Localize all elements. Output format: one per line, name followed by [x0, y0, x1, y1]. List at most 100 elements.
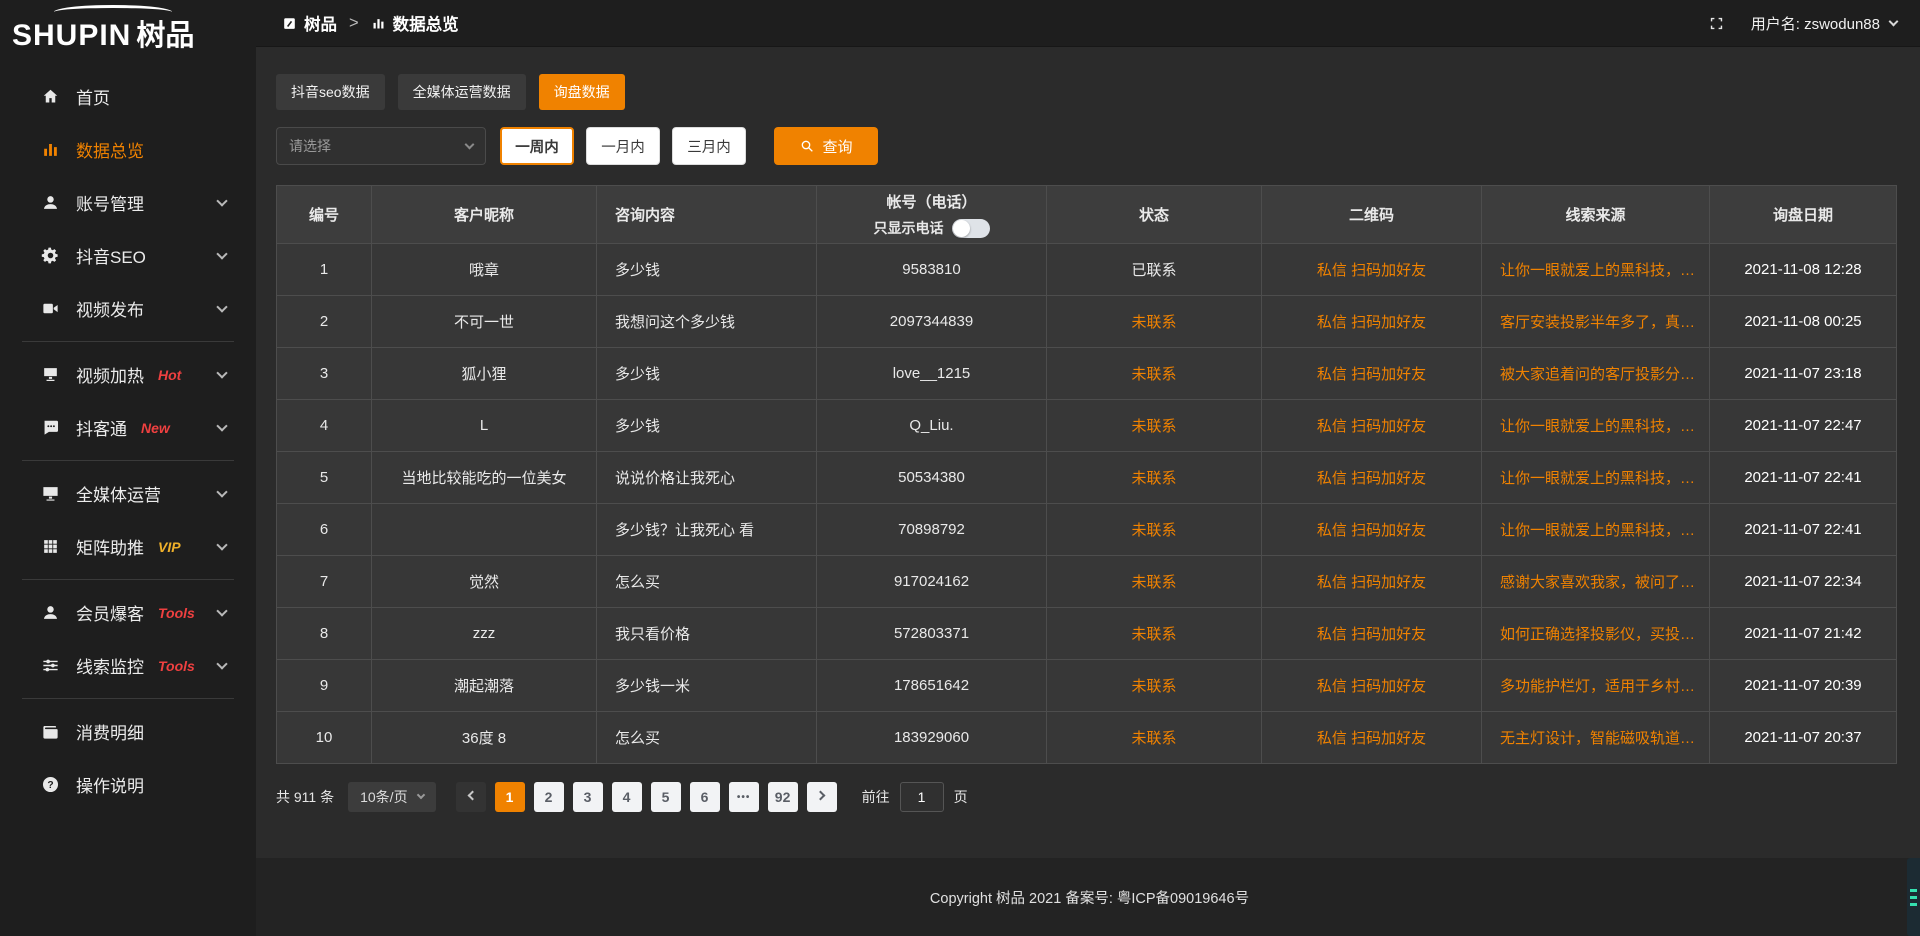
user-area: 用户名: zswodun88 [1708, 13, 1899, 34]
sidebar-item-omnimedia[interactable]: 全媒体运营 [0, 467, 256, 520]
lead-source-link[interactable]: 让你一眼就爱上的黑科技，能... [1481, 451, 1710, 504]
period-week-button[interactable]: 一周内 [500, 127, 574, 165]
qrcode-links[interactable]: 私信 扫码加好友 [1261, 243, 1482, 296]
sidebar-item-matrix-boost[interactable]: 矩阵助推 VIP [0, 520, 256, 573]
cell-nickname: zzz [371, 607, 597, 660]
col-header-account: 帐号（电话） 只显示电话 [816, 185, 1047, 244]
qrcode-links[interactable]: 私信 扫码加好友 [1261, 607, 1482, 660]
lead-source-link[interactable]: 让你一眼就爱上的黑科技，能... [1481, 503, 1710, 556]
sidebar-item-member-customers[interactable]: 会员爆客 Tools [0, 586, 256, 639]
sidebar-item-label: 操作说明 [76, 777, 144, 796]
lead-source-link[interactable]: 被大家追着问的客厅投影分享... [1481, 347, 1710, 400]
qrcode-links[interactable]: 私信 扫码加好友 [1261, 555, 1482, 608]
vip-badge: VIP [158, 538, 181, 555]
tab-omnimedia-data[interactable]: 全媒体运营数据 [397, 74, 526, 110]
col-header-nickname: 客户昵称 [371, 185, 597, 244]
filter-select[interactable]: 请选择 [276, 127, 486, 165]
page-ellipsis-button[interactable]: ••• [728, 782, 759, 812]
page-footer: Copyright 树品 2021 备案号: 粤ICP备09019646号 [256, 858, 1920, 936]
goto-page-input[interactable] [899, 782, 944, 812]
sidebar-item-label: 全媒体运营 [76, 486, 161, 505]
qrcode-links[interactable]: 私信 扫码加好友 [1261, 451, 1482, 504]
lead-source-link[interactable]: 无主灯设计，智能磁吸轨道灯... [1481, 711, 1710, 764]
cell-content: 怎么买 [596, 555, 817, 608]
breadcrumb-root[interactable]: 树品 [304, 16, 337, 34]
filter-bar: 请选择 一周内 一月内 三月内 查询 [276, 127, 1897, 165]
search-button[interactable]: 查询 [774, 127, 878, 165]
page-button-3[interactable]: 3 [572, 782, 603, 812]
page-button-4[interactable]: 4 [611, 782, 642, 812]
sidebar-item-label: 账号管理 [76, 195, 144, 214]
page-button-2[interactable]: 2 [533, 782, 564, 812]
floating-widget[interactable] [1907, 858, 1920, 936]
table-row: 7 觉然 怎么买 917024162 未联系 私信 扫码加好友 感谢大家喜欢我家… [276, 555, 1897, 608]
period-buttons: 一周内 一月内 三月内 [500, 127, 746, 165]
qrcode-links[interactable]: 私信 扫码加好友 [1261, 295, 1482, 348]
username[interactable]: 用户名: zswodun88 [1750, 15, 1880, 33]
qrcode-links[interactable]: 私信 扫码加好友 [1261, 399, 1482, 452]
cell-no: 8 [276, 607, 372, 660]
cell-account: 572803371 [816, 607, 1047, 660]
gear-icon [40, 246, 60, 266]
qrcode-links[interactable]: 私信 扫码加好友 [1261, 659, 1482, 712]
table-row: 2 不可一世 我想问这个多少钱 2097344839 未联系 私信 扫码加好友 … [276, 295, 1897, 348]
col-header-content: 咨询内容 [596, 185, 817, 244]
sidebar-item-douyin-seo[interactable]: 抖音SEO [0, 229, 256, 282]
cell-nickname: L [371, 399, 597, 452]
page-button-6[interactable]: 6 [689, 782, 720, 812]
page-button-5[interactable]: 5 [650, 782, 681, 812]
sidebar-item-spending-details[interactable]: 消费明细 [0, 705, 256, 758]
chevron-down-icon [216, 366, 228, 379]
tab-douyin-seo-data[interactable]: 抖音seo数据 [276, 74, 385, 110]
svg-text:?: ? [47, 780, 53, 791]
sidebar-item-data-overview[interactable]: 数据总览 [0, 123, 256, 176]
table-row: 9 潮起潮落 多少钱一米 178651642 未联系 私信 扫码加好友 多功能护… [276, 659, 1897, 712]
sidebar-item-label: 视频加热 [76, 367, 144, 386]
next-page-button[interactable] [806, 782, 837, 812]
sidebar-item-home[interactable]: 首页 [0, 70, 256, 123]
sidebar-item-video-heat[interactable]: 视频加热 Hot [0, 348, 256, 401]
qrcode-links[interactable]: 私信 扫码加好友 [1261, 711, 1482, 764]
lead-source-link[interactable]: 客厅安装投影半年多了，真实... [1481, 295, 1710, 348]
cell-content: 我只看价格 [596, 607, 817, 660]
video-camera-icon [40, 299, 60, 319]
wallet-icon [40, 722, 60, 742]
cell-account: 50534380 [816, 451, 1047, 504]
cell-no: 4 [276, 399, 372, 452]
fullscreen-icon[interactable] [1708, 15, 1725, 32]
cell-date: 2021-11-08 00:25 [1709, 295, 1897, 348]
bar-chart-icon [371, 16, 386, 31]
sidebar-item-lead-monitoring[interactable]: 线索监控 Tools [0, 639, 256, 692]
lead-source-link[interactable]: 让你一眼就爱上的黑科技，能... [1481, 243, 1710, 296]
page-size-select[interactable]: 10条/页 [348, 782, 436, 812]
sidebar-item-account-management[interactable]: 账号管理 [0, 176, 256, 229]
sidebar-item-doketong[interactable]: 抖客通 New [0, 401, 256, 454]
period-month-button[interactable]: 一月内 [586, 127, 660, 165]
qrcode-links[interactable]: 私信 扫码加好友 [1261, 503, 1482, 556]
lead-source-link[interactable]: 让你一眼就爱上的黑科技，能... [1481, 399, 1710, 452]
monitor-icon [40, 484, 60, 504]
cell-nickname: 哦章 [371, 243, 597, 296]
status-badge: 已联系 [1046, 243, 1262, 296]
table-header-row: 编号 客户昵称 咨询内容 帐号（电话） 只显示电话 状态 二维码 线索来源 [276, 185, 1897, 244]
tab-inquiry-data[interactable]: 询盘数据 [538, 74, 625, 110]
menu-divider [22, 698, 234, 699]
cell-no: 2 [276, 295, 372, 348]
period-quarter-button[interactable]: 三月内 [672, 127, 746, 165]
page-button-92[interactable]: 92 [767, 782, 798, 812]
chevron-down-icon [216, 247, 228, 260]
sidebar-item-label: 线索监控 [76, 658, 144, 677]
lead-source-link[interactable]: 多功能护栏灯，适用于乡村文... [1481, 659, 1710, 712]
sidebar-item-instructions[interactable]: ? 操作说明 [0, 758, 256, 811]
sidebar-item-video-publish[interactable]: 视频发布 [0, 282, 256, 335]
lead-source-link[interactable]: 如何正确选择投影仪，买投影... [1481, 607, 1710, 660]
page-button-1[interactable]: 1 [494, 782, 525, 812]
total-count: 共 911 条 [276, 789, 335, 805]
account-header-title: 帐号（电话） [886, 194, 977, 211]
lead-source-link[interactable]: 感谢大家喜欢我家，被问了好... [1481, 555, 1710, 608]
qrcode-links[interactable]: 私信 扫码加好友 [1261, 347, 1482, 400]
goto-suffix: 页 [953, 789, 968, 805]
prev-page-button[interactable] [455, 782, 486, 812]
phone-only-toggle[interactable] [951, 218, 990, 238]
